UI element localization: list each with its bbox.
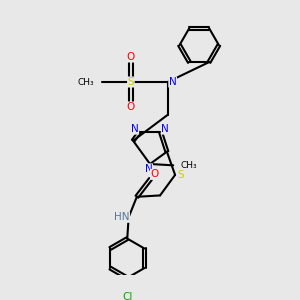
Text: N: N bbox=[131, 124, 139, 134]
Text: N: N bbox=[161, 124, 169, 134]
Text: CH₃: CH₃ bbox=[77, 77, 94, 86]
Text: Cl: Cl bbox=[122, 292, 133, 300]
Text: O: O bbox=[127, 102, 135, 112]
Text: S: S bbox=[178, 170, 184, 180]
Text: CH₃: CH₃ bbox=[181, 161, 197, 170]
Text: N: N bbox=[169, 77, 177, 87]
Text: O: O bbox=[151, 169, 159, 179]
Text: HN: HN bbox=[114, 212, 130, 222]
Text: S: S bbox=[128, 77, 134, 87]
Text: N: N bbox=[145, 164, 152, 174]
Text: O: O bbox=[127, 52, 135, 62]
